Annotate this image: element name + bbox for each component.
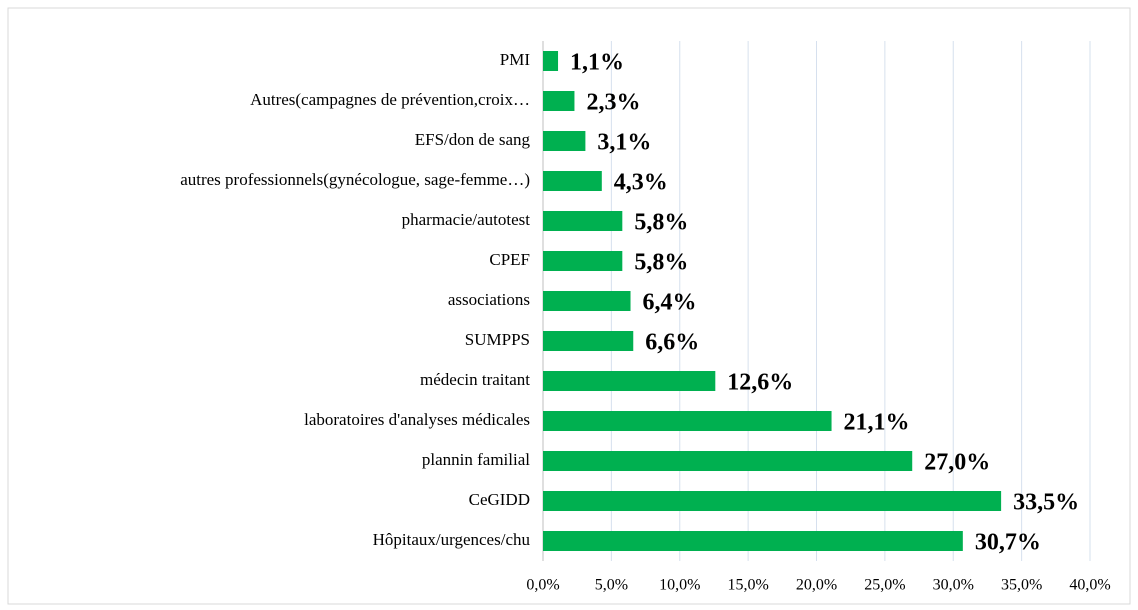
bar [543, 371, 716, 391]
data-label: 21,1% [844, 410, 910, 436]
x-tick-label: 20,0% [796, 577, 837, 594]
data-label: 6,4% [643, 290, 697, 316]
data-label: 33,5% [1013, 490, 1079, 516]
y-tick-label: plannin familial [422, 450, 530, 469]
bar [543, 211, 623, 231]
data-label: 2,3% [586, 90, 640, 116]
bar [543, 531, 963, 551]
bar [543, 171, 602, 191]
x-tick-label: 25,0% [864, 577, 905, 594]
y-tick-label: SUMPPS [465, 330, 530, 349]
bar [543, 411, 832, 431]
bar [543, 91, 575, 111]
bar [543, 251, 623, 271]
data-label: 4,3% [614, 170, 668, 196]
y-tick-label: laboratoires d'analyses médicales [304, 410, 530, 429]
data-label: 6,6% [645, 330, 699, 356]
data-label: 1,1% [570, 50, 624, 76]
x-tick-label: 15,0% [727, 577, 768, 594]
bar [543, 331, 634, 351]
data-label: 30,7% [975, 530, 1041, 556]
data-label: 5,8% [634, 250, 688, 276]
y-tick-label: CPEF [489, 250, 530, 269]
data-label: 27,0% [924, 450, 990, 476]
bar [543, 451, 913, 471]
data-label: 12,6% [727, 370, 793, 396]
bar [543, 291, 631, 311]
x-tick-label: 35,0% [1001, 577, 1042, 594]
x-tick-label: 10,0% [659, 577, 700, 594]
x-tick-label: 40,0% [1069, 577, 1110, 594]
y-tick-label: pharmacie/autotest [402, 210, 531, 229]
x-tick-label: 30,0% [933, 577, 974, 594]
data-label: 5,8% [634, 210, 688, 236]
y-tick-label: médecin traitant [420, 370, 530, 389]
y-tick-label: Autres(campagnes de prévention,croix… [250, 90, 530, 109]
y-tick-label: CeGIDD [469, 490, 530, 509]
y-tick-label: EFS/don de sang [415, 130, 531, 149]
y-tick-label: Hôpitaux/urgences/chu [373, 530, 531, 549]
x-tick-label: 0,0% [526, 577, 559, 594]
bar [543, 131, 586, 151]
y-tick-label: PMI [500, 50, 531, 69]
bar [543, 51, 559, 71]
y-tick-label: autres professionnels(gynécologue, sage-… [180, 170, 530, 189]
data-label: 3,1% [597, 130, 651, 156]
x-tick-label: 5,0% [595, 577, 628, 594]
bar [543, 491, 1002, 511]
y-tick-label: associations [448, 290, 530, 309]
